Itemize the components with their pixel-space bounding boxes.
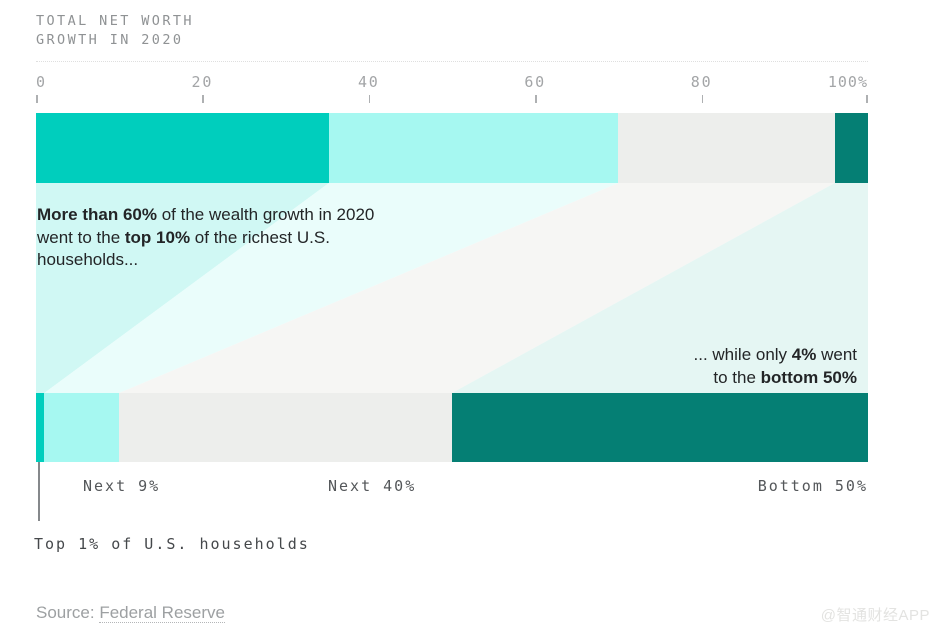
population-share-bar bbox=[36, 393, 868, 462]
axis-tick-mark bbox=[866, 95, 868, 103]
axis-tick-label: 100% bbox=[827, 73, 868, 91]
label-top1-callout: Top 1% of U.S. households bbox=[34, 535, 310, 553]
label-next40: Next 40% bbox=[328, 477, 417, 495]
wealth-segment-next-9 bbox=[328, 113, 619, 183]
axis-tick-mark bbox=[36, 95, 38, 103]
annotation-bottom50: ... while only 4% went to the bottom 50% bbox=[693, 345, 857, 387]
population-segment-next-40 bbox=[119, 393, 452, 462]
flow-bands bbox=[36, 183, 868, 393]
flow-bottom-50 bbox=[452, 183, 868, 393]
axis-tick-label: 60 bbox=[524, 73, 547, 91]
x-axis: 0 20 40 60 80 100% bbox=[36, 73, 868, 105]
axis-tick-label: 80 bbox=[690, 73, 713, 91]
wealth-segment-next-40 bbox=[618, 113, 835, 183]
population-segment-top-1 bbox=[36, 393, 45, 462]
axis-tick-label: 20 bbox=[191, 73, 214, 91]
axis-tick-mark bbox=[368, 95, 371, 103]
wealth-segment-bottom-50 bbox=[834, 113, 868, 183]
axis-tick-mark bbox=[535, 95, 537, 103]
chart-title: TOTAL NET WORTH GROWTH IN 2020 bbox=[36, 12, 194, 50]
wealth-segment-top-1 bbox=[36, 113, 329, 183]
annotation-top10: More than 60% of the wealth growth in 20… bbox=[37, 205, 375, 269]
population-segment-next-9 bbox=[44, 393, 120, 462]
label-bottom50: Bottom 50% bbox=[757, 477, 868, 495]
source-line: Source: Federal Reserve bbox=[36, 603, 225, 623]
axis-tick-label: 40 bbox=[357, 73, 380, 91]
header-divider bbox=[36, 61, 868, 62]
axis-tick-mark bbox=[701, 95, 704, 103]
chart-title-line1: TOTAL NET WORTH bbox=[36, 13, 194, 29]
source-link[interactable]: Federal Reserve bbox=[99, 603, 225, 623]
label-next9: Next 9% bbox=[83, 477, 161, 495]
population-segment-bottom-50 bbox=[451, 393, 868, 462]
watermark: @智通财经APP bbox=[820, 607, 930, 624]
axis-tick-label: 0 bbox=[36, 73, 47, 91]
top1-pointer-line bbox=[38, 462, 40, 521]
flow-next-9 bbox=[44, 183, 619, 393]
flow-next-40 bbox=[119, 183, 835, 393]
axis-tick-mark bbox=[202, 95, 204, 103]
chart-title-line2: GROWTH IN 2020 bbox=[36, 32, 184, 48]
source-prefix: Source: bbox=[36, 603, 100, 622]
flow-top-1 bbox=[36, 183, 329, 393]
wealth-growth-bar bbox=[36, 113, 868, 183]
